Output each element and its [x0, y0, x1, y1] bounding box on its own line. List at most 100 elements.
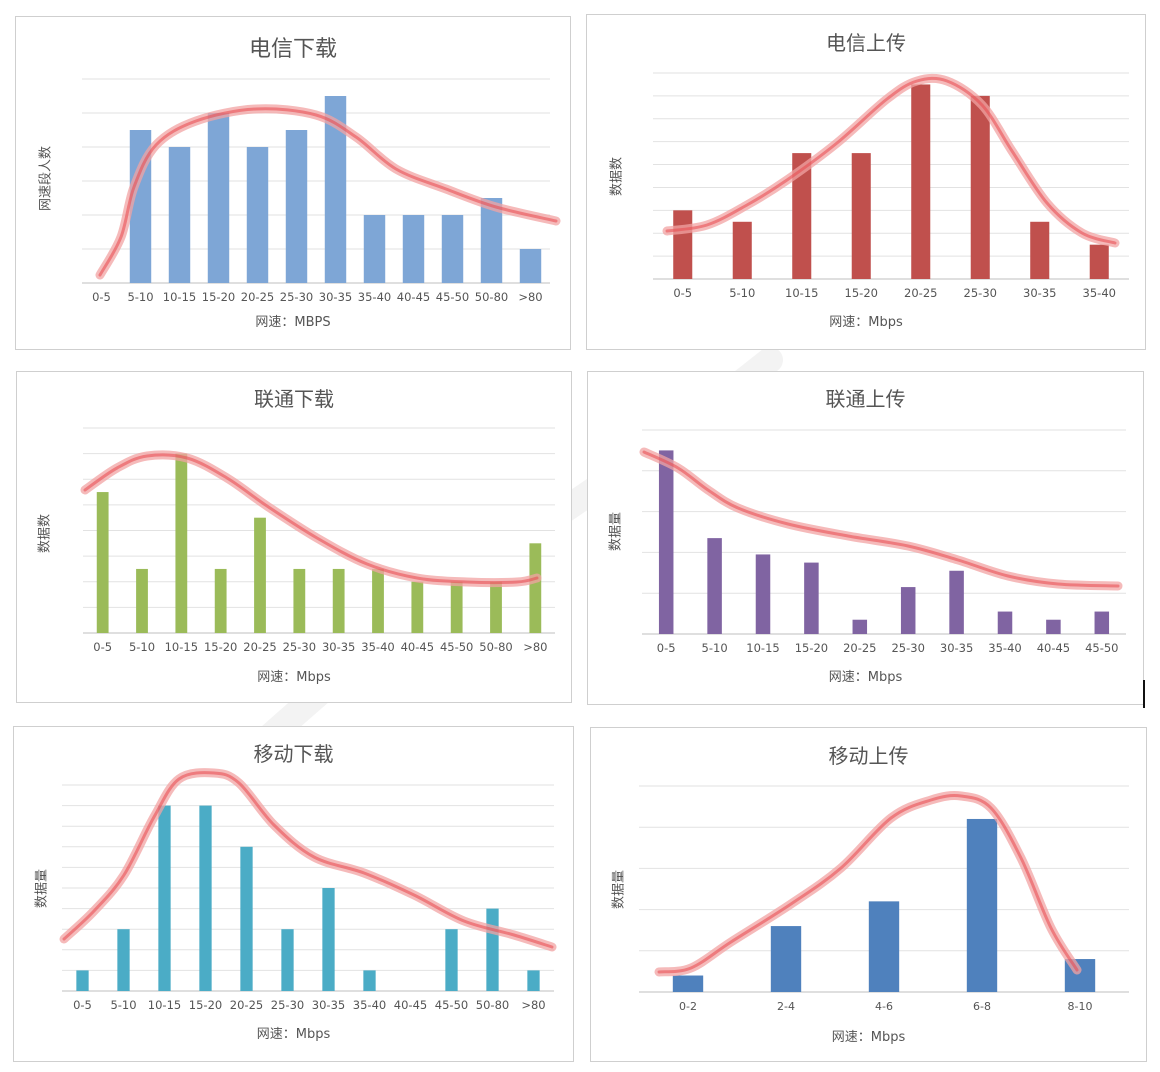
bar: [117, 929, 130, 991]
bar: [450, 581, 463, 633]
x-tick-label: 20-25: [243, 640, 276, 654]
bar: [673, 210, 693, 279]
chart-svg: 0-5 5-10 10-15 15-20 20-25 25-30 30-35 35-40 40-…: [82, 78, 561, 304]
x-tick-label: 0-5: [657, 641, 676, 655]
bar: [732, 221, 752, 279]
x-tick-label: 10-15: [785, 286, 818, 300]
bar: [402, 215, 425, 283]
x-tick-label: 25-30: [280, 290, 313, 304]
chart-panel-unicom-download: 联通下载 数据数 0-5 5-10 10-15 15-20 20-25 25-30 30-3…: [16, 371, 572, 703]
bar: [281, 929, 294, 991]
x-axis-label: 网速：Mbps: [256, 1027, 331, 1042]
bar: [911, 84, 931, 279]
x-tick-label: 15-20: [795, 641, 828, 655]
x-tick-label: 8-10: [1068, 1000, 1093, 1013]
x-tick-label: 30-35: [319, 290, 352, 304]
x-axis-label: 网速：MBPS: [255, 315, 331, 330]
x-tick-label: 35-40: [353, 998, 386, 1012]
chart-title: 联通下载: [254, 387, 334, 411]
bar: [529, 543, 542, 633]
chart-title: 电信下载: [248, 37, 337, 62]
trend-annotation-glow: [654, 791, 1082, 977]
bar: [672, 975, 704, 992]
bar: [1094, 611, 1110, 634]
bar: [363, 970, 376, 991]
bar: [136, 568, 148, 633]
bar: [519, 249, 542, 283]
chart-title: 移动上传: [828, 744, 909, 768]
bar: [868, 901, 900, 992]
bar: [1030, 221, 1050, 279]
x-tick-label: 35-40: [361, 640, 394, 654]
chart-panel-telecom-upload: 电信上传 数据数 0-5 5-10 10-15 15-20 20-25 25-30 30-3…: [586, 14, 1146, 350]
bar: [246, 147, 269, 283]
trend-annotation-line: [98, 107, 558, 277]
bar: [949, 570, 964, 634]
bar: [707, 538, 722, 634]
x-tick-label: 0-5: [92, 290, 111, 304]
x-tick-label: 40-45: [394, 998, 427, 1012]
x-tick-label: 25-30: [964, 286, 997, 300]
x-tick-label: 20-25: [904, 286, 937, 300]
bar: [966, 818, 998, 992]
x-tick-label: 5-10: [702, 641, 728, 655]
bar: [900, 587, 916, 634]
bar: [997, 611, 1013, 634]
chart-panel-unicom-upload: 联通上传 数据量 0-5 5-10 10-15 15-20 20-25 25-30 30-3…: [587, 371, 1144, 705]
chart-svg: 0-5 5-10 10-15 15-20 20-25 25-30 30-35 35-40: [653, 72, 1129, 300]
bar: [158, 805, 171, 991]
bar: [322, 888, 335, 991]
bar: [324, 96, 347, 283]
bar: [254, 517, 266, 633]
x-axis-label: 网速：Mbps: [257, 670, 331, 685]
trend-annotation-line: [642, 450, 1120, 588]
x-tick-label: 50-80: [479, 640, 512, 654]
chart-title: 联通上传: [825, 387, 906, 411]
x-tick-label: 6-8: [973, 1000, 991, 1013]
x-tick-label: 35-40: [988, 641, 1021, 655]
bar: [168, 147, 191, 283]
bar: [792, 153, 812, 279]
bar: [490, 581, 502, 633]
x-tick-label: 20-25: [230, 998, 263, 1012]
x-tick-label: 15-20: [189, 998, 222, 1012]
x-tick-label: 15-20: [202, 290, 235, 304]
chart-svg: 0-5 5-10 10-15 15-20 20-25 25-30 30-35 35-40 40-…: [639, 429, 1126, 655]
trend-annotation-line: [62, 771, 554, 949]
x-tick-label: 40-45: [401, 640, 434, 654]
x-tick-label: 10-15: [165, 640, 198, 654]
x-tick-label: >80: [521, 998, 545, 1012]
x-tick-label: 30-35: [312, 998, 345, 1012]
x-tick-label: 25-30: [891, 641, 924, 655]
chart-panel-telecom-download: 电信下载 网速段人数 0-5 5-10 10-15 15-20 20-25 25-30 30…: [15, 16, 571, 350]
bar: [207, 113, 230, 283]
bar: [445, 929, 458, 991]
x-tick-label: 45-50: [1085, 641, 1118, 655]
bar: [658, 450, 674, 634]
chart-panel-mobile-upload: 移动上传 数据量 0-2 2-4 4-6 6-8 8-10 网速：Mbps: [590, 727, 1147, 1062]
bar: [441, 215, 464, 283]
x-tick-label: 30-35: [322, 640, 355, 654]
x-tick-label: 30-35: [940, 641, 973, 655]
x-tick-label: 5-10: [729, 286, 755, 300]
x-tick-label: 0-5: [673, 286, 692, 300]
x-tick-label: 50-80: [476, 998, 509, 1012]
bar: [175, 453, 188, 633]
bar: [1046, 619, 1061, 634]
bar: [372, 568, 384, 633]
x-tick-label: 40-45: [397, 290, 430, 304]
x-tick-label: 20-25: [241, 290, 274, 304]
chart-svg: 0-2 2-4 4-6 6-8 8-10: [639, 785, 1129, 1013]
trend-annotation-glow: [59, 768, 557, 952]
trend-annotation-glow: [80, 450, 542, 588]
x-tick-label: 10-15: [746, 641, 779, 655]
bar: [851, 153, 871, 279]
x-axis-label: 网速：Mbps: [829, 315, 903, 330]
bar: [332, 568, 345, 633]
x-tick-label: 10-15: [163, 290, 196, 304]
x-tick-label: 45-50: [440, 640, 473, 654]
bar: [970, 95, 990, 279]
chart-panel-mobile-download: 移动下载 数据量 0-5 5-10 10-15 15-20 20-25 25-30 30-3…: [13, 726, 574, 1062]
chart-title: 移动下载: [253, 742, 334, 766]
x-tick-label: 35-40: [358, 290, 391, 304]
